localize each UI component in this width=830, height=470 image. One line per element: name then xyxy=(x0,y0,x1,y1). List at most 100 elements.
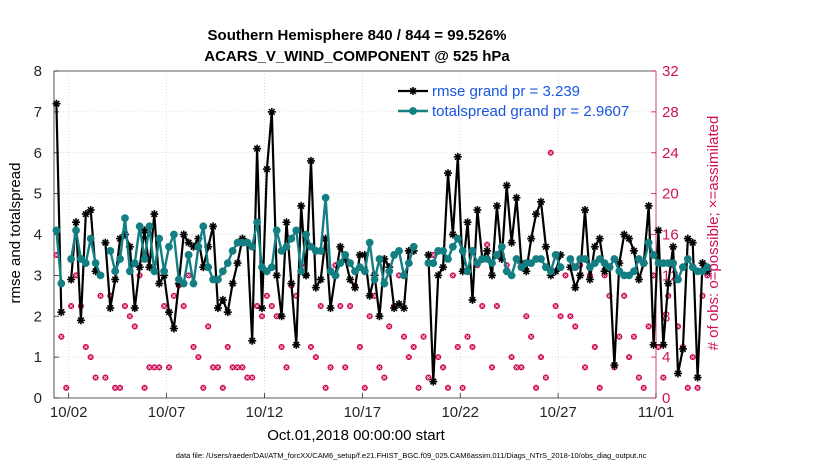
totalspread-point xyxy=(639,259,648,268)
obs-possible-point xyxy=(410,343,417,350)
obs-possible-point xyxy=(141,384,148,391)
totalspread-point xyxy=(581,255,589,263)
obs-possible-point xyxy=(449,272,456,279)
obs-possible-point xyxy=(63,384,70,391)
totalspread-point xyxy=(155,234,164,243)
totalspread-point xyxy=(497,242,506,251)
rmse-point xyxy=(130,304,139,313)
totalspread-point xyxy=(263,267,271,276)
totalspread-point xyxy=(248,242,257,251)
totalspread-point xyxy=(86,234,95,243)
obs-possible-point xyxy=(381,374,388,381)
totalspread-point xyxy=(630,267,638,276)
obs-possible-point xyxy=(420,333,427,340)
totalspread-point xyxy=(267,263,276,272)
totalspread-point xyxy=(669,259,678,268)
rmse-point xyxy=(429,377,438,386)
totalspread-point xyxy=(145,222,154,231)
obs-assimilated-point xyxy=(401,333,407,340)
rmse-point xyxy=(468,295,477,304)
obs-possible-point xyxy=(366,313,373,320)
obs-possible-point xyxy=(523,313,530,320)
obs-possible-point xyxy=(200,384,207,391)
y-tick-label-right: 4 xyxy=(662,349,670,366)
obs-possible-point xyxy=(581,364,589,371)
chart-title: Southern Hemisphere 840 / 844 = 99.526% xyxy=(208,27,507,44)
obs-possible-point xyxy=(214,364,222,371)
obs-possible-point xyxy=(479,302,486,310)
rmse-point xyxy=(72,218,81,227)
y-tick-label-left: 3 xyxy=(34,267,42,284)
obs-possible-point xyxy=(205,323,212,330)
legend-rmse-label: rmse grand pr = 3.239 xyxy=(432,83,580,100)
obs-possible-point xyxy=(630,333,638,340)
totalspread-point xyxy=(380,279,389,288)
rmse-point xyxy=(693,373,702,382)
obs-possible-point xyxy=(376,364,383,371)
rmse-point xyxy=(262,165,271,174)
totalspread-point xyxy=(140,255,149,263)
obs-possible-point xyxy=(342,364,349,371)
totalspread-point xyxy=(586,263,594,272)
totalspread-point xyxy=(698,267,707,276)
totalspread-point xyxy=(453,234,462,243)
rmse-point xyxy=(678,344,687,353)
obs-possible-point xyxy=(337,302,344,310)
rmse-point xyxy=(629,246,638,255)
totalspread-point xyxy=(370,275,379,284)
obs-possible-point xyxy=(405,354,412,361)
obs-possible-point xyxy=(621,292,628,299)
obs-possible-point xyxy=(435,354,442,361)
totalspread-point xyxy=(365,238,374,247)
rmse-point xyxy=(512,193,521,202)
totalspread-point xyxy=(439,246,447,255)
totalspread-point xyxy=(409,242,418,251)
rmse-point xyxy=(654,226,663,235)
totalspread-point xyxy=(135,222,144,231)
obs-assimilated-point xyxy=(151,364,158,371)
totalspread-point xyxy=(81,259,90,268)
totalspread-point xyxy=(590,259,599,268)
x-tick-label: 10/02 xyxy=(50,404,88,421)
obs-possible-point xyxy=(190,343,197,350)
rmse-point xyxy=(483,246,492,255)
rmse-point xyxy=(595,234,604,243)
totalspread-point xyxy=(551,251,560,259)
totalspread-point xyxy=(67,255,76,263)
totalspread-point xyxy=(600,259,609,268)
totalspread-point xyxy=(228,246,237,255)
totalspread-point xyxy=(375,255,384,263)
rmse-point xyxy=(223,308,232,317)
rmse-point xyxy=(145,263,154,272)
rmse-point xyxy=(233,259,242,268)
totalspread-point xyxy=(199,222,208,231)
obs-possible-point xyxy=(684,384,691,391)
rmse-point xyxy=(463,218,472,227)
obs-possible-point xyxy=(440,364,447,371)
obs-possible-point xyxy=(660,374,667,381)
y-tick-label-left: 6 xyxy=(34,145,42,162)
obs-possible-point xyxy=(258,313,266,320)
obs-possible-point xyxy=(464,333,471,340)
rmse-point xyxy=(106,304,115,313)
obs-possible-point xyxy=(386,323,393,330)
rmse-point xyxy=(581,205,590,214)
totalspread-point xyxy=(204,263,213,272)
rmse-point xyxy=(316,275,325,284)
rmse-point xyxy=(218,295,227,304)
plot-area: 10/02 10/07 10/12 10/17 10/22 10/27 11/0101234… xyxy=(34,63,712,421)
totalspread-point xyxy=(502,267,511,276)
rmse-point xyxy=(365,291,374,300)
rmse-point xyxy=(532,210,541,219)
totalspread-point xyxy=(683,255,692,263)
totalspread-point xyxy=(184,251,193,259)
rmse-point xyxy=(434,271,443,280)
totalspread-point xyxy=(336,259,345,268)
obs-possible-point xyxy=(82,343,89,350)
obs-possible-point xyxy=(156,364,163,371)
x-tick-label: 10/17 xyxy=(344,404,382,421)
obs-possible-point xyxy=(400,333,407,340)
totalspread-point xyxy=(179,279,188,288)
rmse-point xyxy=(634,275,643,284)
